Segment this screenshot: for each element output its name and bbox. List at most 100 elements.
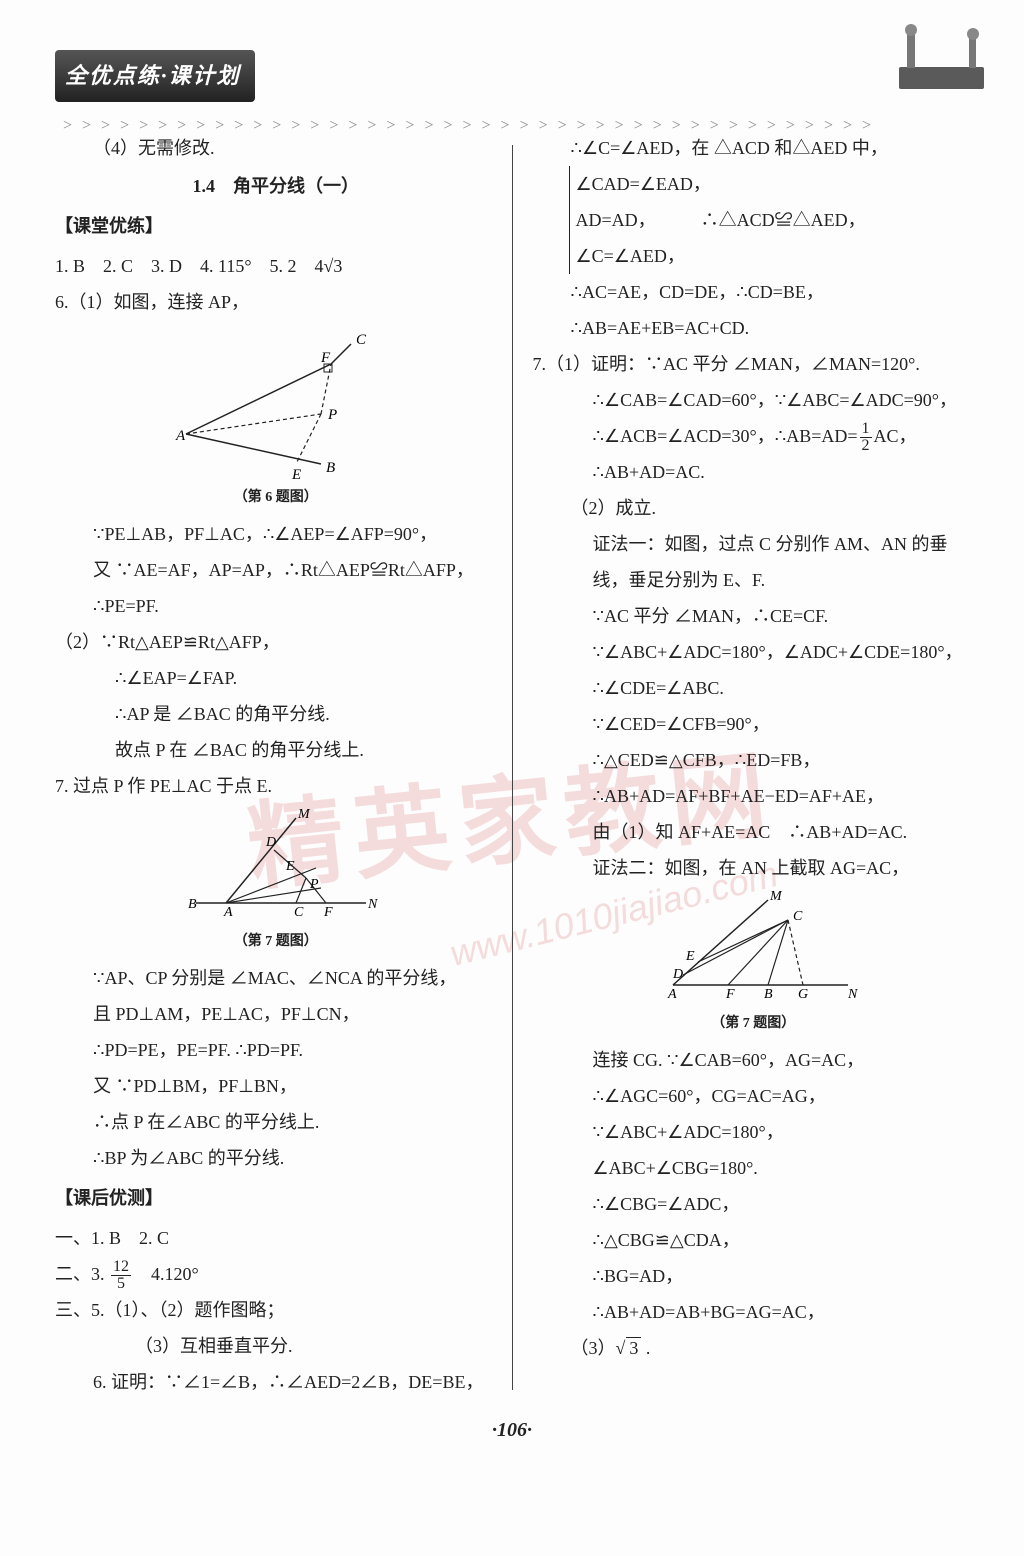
text: （3） (571, 1338, 616, 1358)
svg-text:N: N (367, 897, 378, 912)
line: ∴点 P 在∠ABC 的平分线上. (55, 1104, 497, 1140)
line: 证法二：如图，在 AN 上截取 AG=AC， (533, 850, 975, 886)
svg-text:C: C (356, 332, 367, 348)
line: ∴∠EAP=∠FAP. (55, 660, 497, 696)
svg-text:A: A (667, 987, 677, 1002)
line: ∴∠C=∠AED，在 △ACD 和△AED 中， (533, 130, 975, 166)
svg-text:F: F (725, 987, 735, 1002)
svg-text:P: P (309, 877, 319, 892)
line: （2）∵Rt△AEP≌Rt△AFP， (55, 624, 497, 660)
figure-7-right: A F B G N M C E D （第 7 题图） (533, 890, 975, 1038)
svg-text:M: M (297, 808, 311, 822)
line: ∵AC 平分 ∠MAN，∴CE=CF. (533, 598, 975, 634)
line: ∴BP 为∠ABC 的平分线. (55, 1140, 497, 1176)
t2-post: 4.120° (133, 1264, 199, 1284)
right-column: ∴∠C=∠AED，在 △ACD 和△AED 中， ∠CAD=∠EAD， AD=A… (515, 130, 975, 1400)
line: ∵PE⊥AB，PF⊥AC，∴∠AEP=∠AFP=90°， (55, 516, 497, 552)
line: ∴AC=AE，CD=DE，∴CD=BE， (533, 274, 975, 310)
line: 且 PD⊥AM，PE⊥AC，PF⊥CN， (55, 996, 497, 1032)
line: ∴△CBG≌△CDA， (533, 1222, 975, 1258)
svg-text:D: D (265, 835, 276, 850)
svg-text:M: M (769, 890, 783, 904)
line: ∴AB=AE+EB=AC+CD. (533, 310, 975, 346)
header-decor-icon (889, 22, 999, 109)
sqrt-icon: 3 (626, 1337, 641, 1358)
test-line-1: 一、1. B 2. C (55, 1220, 497, 1256)
content-area: （4）无需修改. 1.4 角平分线（一） 【课堂优练】 1. B 2. C 3.… (0, 130, 1024, 1400)
svg-text:B: B (764, 987, 773, 1002)
line: ∴∠CBG=∠ADC， (533, 1186, 975, 1222)
svg-text:C: C (793, 909, 803, 924)
svg-text:E: E (291, 467, 301, 483)
svg-text:G: G (798, 987, 808, 1002)
line: ∴∠AGC=60°，CG=AC=AG， (533, 1078, 975, 1114)
svg-text:A: A (175, 428, 186, 444)
test-line-2: 二、3. 125 4.120° (55, 1256, 497, 1292)
q6-intro: 6.（1）如图，连接 AP， (55, 284, 497, 320)
svg-text:F: F (320, 350, 331, 366)
line: ∴AP 是 ∠BAC 的角平分线. (55, 696, 497, 732)
line: ∴∠CDE=∠ABC. (533, 670, 975, 706)
svg-text:A: A (223, 905, 233, 920)
svg-text:C: C (294, 905, 304, 920)
svg-text:N: N (847, 987, 858, 1002)
figure-7-right-caption: （第 7 题图） (533, 1010, 975, 1038)
line: ∴∠ACB=∠ACD=30°，∴AB=AD=12AC， (533, 418, 975, 454)
page-header: 全优点练·课计划 > > > > > > > > > > > > > > > >… (0, 50, 1024, 120)
svg-text:P: P (327, 407, 337, 423)
fraction-icon: 12 (860, 421, 872, 454)
line: 由（1）知 AF+AE=AC ∴AB+AD=AC. (533, 814, 975, 850)
line: ∴AB+AD=AC. (533, 454, 975, 490)
q7-3: （3）√3 . (533, 1330, 975, 1366)
figure-6-caption: （第 6 题图） (55, 484, 497, 512)
line: ∴PD=PE，PE=PF. ∴PD=PF. (55, 1032, 497, 1068)
text: AC， (874, 426, 917, 446)
test-line-3: 三、5.（1）、（2）题作图略； (55, 1292, 497, 1328)
svg-text:E: E (285, 859, 295, 874)
brace-line: ∠CAD=∠EAD， (569, 166, 975, 202)
line: ∴∠CAB=∠CAD=60°，∵∠ABC=∠ADC=90°， (533, 382, 975, 418)
line: ∵∠ABC+∠ADC=180°， (533, 1114, 975, 1150)
line: ∠ABC+∠CBG=180°. (533, 1150, 975, 1186)
fraction-icon: 125 (111, 1259, 131, 1292)
svg-text:F: F (323, 905, 333, 920)
line: 又 ∵AE=AF，AP=AP，∴Rt△AEP≌Rt△AFP， (55, 552, 497, 588)
text: . (641, 1338, 650, 1358)
line: 故点 P 在 ∠BAC 的角平分线上. (55, 732, 497, 768)
answers-1-5: 1. B 2. C 3. D 4. 115° 5. 2 4√3 (55, 248, 497, 284)
column-divider (512, 145, 513, 1390)
section-title: 1.4 角平分线（一） (55, 168, 497, 204)
section-label: 【课堂优练】 (55, 208, 497, 244)
q7-intro: 7. 过点 P 作 PE⊥AC 于点 E. (55, 768, 497, 804)
q7-2: （2）成立. (533, 490, 975, 526)
svg-text:B: B (326, 460, 335, 476)
page-number: ·106· (0, 1410, 1024, 1450)
line: （4）无需修改. (55, 130, 497, 166)
test-line-6: 6. 证明：∵∠1=∠B，∴∠AED=2∠B，DE=BE， (55, 1364, 497, 1400)
line: 连接 CG. ∵∠CAB=60°，AG=AC， (533, 1042, 975, 1078)
left-column: （4）无需修改. 1.4 角平分线（一） 【课堂优练】 1. B 2. C 3.… (55, 130, 515, 1400)
line: ∴BG=AD， (533, 1258, 975, 1294)
line: ∵AP、CP 分别是 ∠MAC、∠NCA 的平分线， (55, 960, 497, 996)
line: ∴PE=PF. (55, 588, 497, 624)
figure-7-left: B C F N M A D E P （第 7 题图） (55, 808, 497, 956)
brace-line: ∠C=∠AED， (569, 238, 975, 274)
line: ∴AB+AD=AB+BG=AG=AC， (533, 1294, 975, 1330)
test-line-3b: （3）互相垂直平分. (55, 1328, 497, 1364)
brace-line: AD=AD， ∴△ACD≌△AED， (569, 202, 975, 238)
svg-text:D: D (672, 967, 683, 982)
line: ∴AB+AD=AF+BF+AE−ED=AF+AE， (533, 778, 975, 814)
line: 证法一：如图，过点 C 分别作 AM、AN 的垂 (533, 526, 975, 562)
line: 线，垂足分别为 E、F. (533, 562, 975, 598)
q7-1: 7.（1）证明：∵AC 平分 ∠MAN，∠MAN=120°. (533, 346, 975, 382)
line: 又 ∵PD⊥BM，PF⊥BN， (55, 1068, 497, 1104)
section-label: 【课后优测】 (55, 1180, 497, 1216)
svg-text:E: E (685, 949, 695, 964)
header-title: 全优点练·课计划 (55, 50, 255, 102)
figure-7-left-caption: （第 7 题图） (55, 928, 497, 956)
figure-6: A B C E F P （第 6 题图） (55, 324, 497, 512)
line: ∵∠ABC+∠ADC=180°，∠ADC+∠CDE=180°， (533, 634, 975, 670)
svg-text:B: B (188, 897, 197, 912)
t2-pre: 二、3. (55, 1264, 109, 1284)
line: ∴△CED≌△CFB，∴ED=FB， (533, 742, 975, 778)
